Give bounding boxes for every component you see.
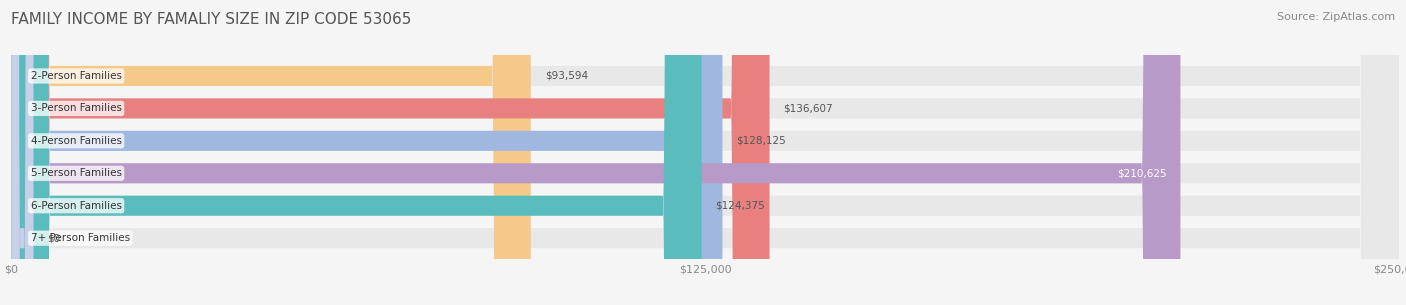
Text: Source: ZipAtlas.com: Source: ZipAtlas.com xyxy=(1277,12,1395,22)
Text: 7+ Person Families: 7+ Person Families xyxy=(31,233,129,243)
Text: $0: $0 xyxy=(48,233,60,243)
FancyBboxPatch shape xyxy=(11,0,1399,305)
FancyBboxPatch shape xyxy=(11,0,1399,305)
FancyBboxPatch shape xyxy=(11,0,723,305)
Text: $124,375: $124,375 xyxy=(716,201,765,211)
FancyBboxPatch shape xyxy=(11,0,702,305)
FancyBboxPatch shape xyxy=(11,0,1399,305)
FancyBboxPatch shape xyxy=(11,0,769,305)
Text: 3-Person Families: 3-Person Families xyxy=(31,103,122,113)
Text: $210,625: $210,625 xyxy=(1116,168,1167,178)
Text: 6-Person Families: 6-Person Families xyxy=(31,201,122,211)
FancyBboxPatch shape xyxy=(11,0,1181,305)
Text: $93,594: $93,594 xyxy=(544,71,588,81)
Text: 4-Person Families: 4-Person Families xyxy=(31,136,122,146)
Text: FAMILY INCOME BY FAMALIY SIZE IN ZIP CODE 53065: FAMILY INCOME BY FAMALIY SIZE IN ZIP COD… xyxy=(11,12,412,27)
FancyBboxPatch shape xyxy=(11,0,531,305)
FancyBboxPatch shape xyxy=(11,0,1399,305)
Text: 5-Person Families: 5-Person Families xyxy=(31,168,122,178)
Text: $128,125: $128,125 xyxy=(737,136,786,146)
FancyBboxPatch shape xyxy=(11,0,34,305)
FancyBboxPatch shape xyxy=(11,0,1399,305)
FancyBboxPatch shape xyxy=(11,0,1399,305)
Text: $136,607: $136,607 xyxy=(783,103,832,113)
Text: 2-Person Families: 2-Person Families xyxy=(31,71,122,81)
